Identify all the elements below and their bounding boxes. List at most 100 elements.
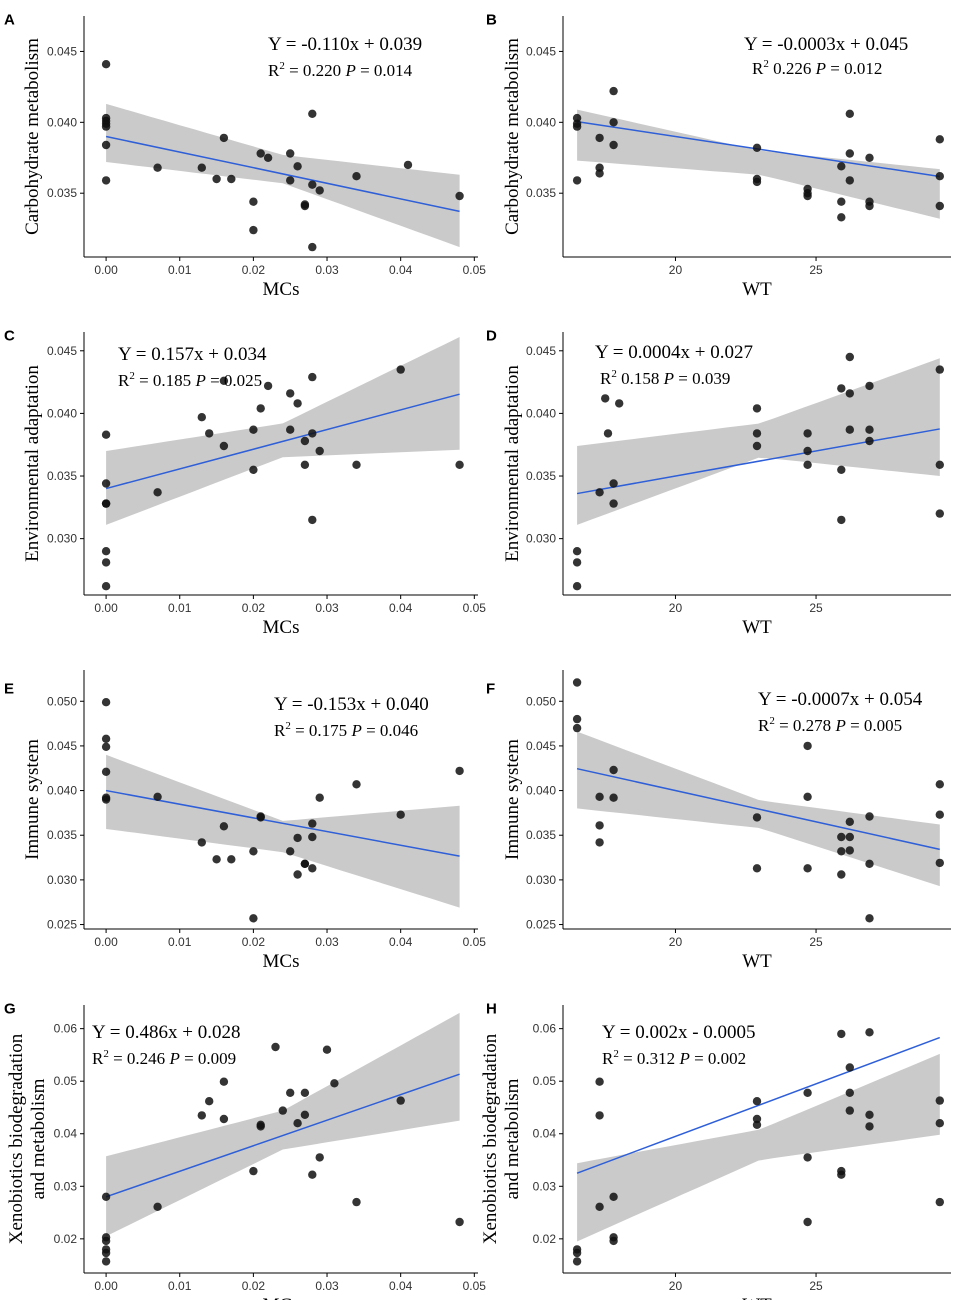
- data-point: [935, 1096, 944, 1105]
- data-point: [219, 1077, 229, 1086]
- x-tick-label: 0.04: [389, 1279, 413, 1293]
- y-axis-title: Xenobiotics biodegradation: [480, 1033, 501, 1244]
- data-point: [205, 429, 214, 438]
- data-point: [865, 153, 874, 162]
- data-point: [101, 1192, 111, 1202]
- y-tick-label: 0.04: [54, 1127, 78, 1141]
- data-point: [752, 813, 762, 822]
- regression-equation: Y = -0.0003x + 0.045: [744, 34, 908, 55]
- data-point: [595, 1202, 604, 1212]
- data-point: [212, 855, 221, 864]
- data-point: [572, 723, 582, 733]
- data-point: [293, 162, 302, 171]
- data-point: [845, 352, 854, 362]
- data-point: [865, 1110, 874, 1120]
- regression-line: [576, 428, 940, 495]
- panel-letter: G: [4, 1000, 16, 1017]
- data-point: [308, 372, 317, 382]
- y-tick-label: 0.035: [47, 186, 77, 200]
- y-tick-label: 0.040: [47, 406, 77, 420]
- y-tick-label: 0.045: [47, 344, 77, 358]
- data-point: [609, 118, 618, 127]
- data-point: [308, 1170, 317, 1179]
- data-point: [315, 1153, 324, 1162]
- regression-stats: R2 = 0.175 P = 0.046: [274, 720, 418, 740]
- data-point: [572, 1248, 582, 1258]
- data-point: [249, 465, 258, 474]
- data-point: [197, 838, 206, 847]
- data-point: [101, 430, 111, 439]
- data-point: [219, 133, 229, 143]
- data-point: [865, 859, 874, 868]
- data-point: [286, 176, 295, 185]
- y-axis-title: Xenobiotics biodegradation: [6, 1033, 27, 1244]
- y-tick-label: 0.040: [526, 115, 556, 129]
- data-point: [352, 172, 361, 181]
- data-point: [263, 381, 273, 391]
- data-point: [845, 832, 854, 842]
- data-point: [249, 914, 258, 923]
- data-point: [300, 859, 310, 868]
- x-tick-label: 25: [809, 935, 823, 949]
- data-point: [803, 446, 812, 456]
- y-tick-label: 0.045: [526, 44, 556, 58]
- data-point: [396, 365, 405, 374]
- data-point: [865, 1122, 874, 1131]
- y-tick-label: 0.045: [47, 44, 77, 58]
- data-point: [256, 813, 265, 822]
- data-point: [219, 822, 229, 831]
- data-point: [603, 429, 613, 438]
- y-tick-label: 0.035: [47, 828, 77, 842]
- data-point: [935, 810, 944, 819]
- y-tick-label: 0.03: [54, 1179, 78, 1193]
- data-point: [803, 1217, 812, 1227]
- x-tick-label: 0.04: [389, 601, 413, 615]
- data-point: [845, 846, 854, 855]
- x-tick-label: 0.05: [463, 1279, 487, 1293]
- data-point: [455, 191, 464, 201]
- panel-c: C 0.00 0.01 0.02 0.03 0.04 0.05 0.030 0.035 0.040…: [4, 327, 486, 638]
- data-point: [752, 177, 762, 187]
- data-point: [219, 441, 229, 451]
- data-point: [865, 201, 874, 211]
- y-tick-label: 0.04: [533, 1127, 557, 1141]
- x-axis-title: WT: [742, 951, 772, 972]
- regression-stats: R2 = 0.185 P = 0.025: [118, 370, 262, 390]
- y-axis-title: Environmental adaptation: [22, 365, 43, 562]
- data-point: [300, 436, 310, 446]
- x-tick-label: 0.01: [168, 935, 192, 949]
- data-point: [293, 833, 302, 843]
- regression-stats: R2 = 0.220 P = 0.014: [268, 60, 413, 80]
- data-point: [153, 163, 162, 172]
- data-point: [197, 163, 206, 172]
- data-point: [572, 678, 582, 687]
- data-point: [256, 404, 265, 413]
- data-point: [935, 1197, 944, 1207]
- panel-letter: B: [486, 11, 497, 28]
- data-point: [837, 1170, 846, 1179]
- y-tick-label: 0.025: [526, 918, 556, 932]
- regression-line: [576, 767, 940, 851]
- data-point: [845, 389, 854, 398]
- x-tick-label: 0.02: [242, 1279, 266, 1293]
- data-point: [935, 135, 944, 144]
- data-point: [595, 838, 604, 847]
- x-tick-label: 0.02: [242, 601, 266, 615]
- x-tick-label: 0.05: [463, 935, 487, 949]
- data-point: [572, 547, 582, 556]
- y-tick-label: 0.045: [47, 739, 77, 753]
- x-tick-label: 0.04: [389, 263, 413, 277]
- x-tick-label: 0.03: [315, 601, 339, 615]
- data-point: [609, 479, 618, 488]
- data-point: [455, 1217, 464, 1227]
- data-point: [845, 1106, 854, 1115]
- y-tick-label: 0.035: [526, 186, 556, 200]
- data-point: [286, 149, 295, 158]
- data-point: [572, 714, 582, 724]
- y-tick-label: 0.06: [54, 1022, 78, 1036]
- data-point: [803, 191, 812, 201]
- regression-stats: R2 0.226 P = 0.012: [752, 58, 882, 78]
- data-point: [256, 149, 265, 158]
- x-tick-label: 20: [669, 935, 683, 949]
